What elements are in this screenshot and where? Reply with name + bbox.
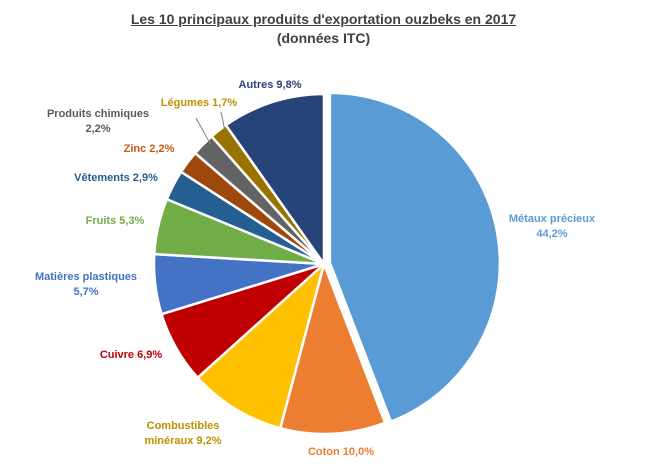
- data-label-combustibles-mineraux: Combustibles minéraux 9,2%: [144, 420, 221, 447]
- chart-title: Les 10 principaux produits d'exportation…: [130, 11, 517, 27]
- data-label-fruits: Fruits 5,3%: [86, 215, 145, 227]
- slice-metaux-precieux: [328, 91, 502, 424]
- leader-line-legumes: [220, 111, 226, 132]
- data-label-zinc: Zinc 2,2%: [124, 143, 175, 155]
- data-label-matieres-plastiques: Matières plastiques 5,7%: [35, 271, 137, 298]
- data-label-coton: Coton 10,0%: [308, 446, 374, 458]
- data-label-vetements: Vêtements 2,9%: [74, 172, 158, 184]
- data-label-cuivre: Cuivre 6,9%: [100, 349, 163, 361]
- slice-coton: [278, 259, 387, 436]
- slice-combustibles-mineraux: [195, 260, 327, 430]
- chart-subtitle: (données ITC): [276, 30, 371, 46]
- data-label-legumes: Légumes 1,7%: [161, 97, 238, 109]
- data-label-metaux-precieux: Métaux précieux 44,2%: [509, 213, 596, 240]
- data-label-autres: Autres 9,8%: [239, 79, 302, 91]
- chart-title-block: Les 10 principaux produits d'exportation…: [0, 10, 647, 48]
- leader-line-produits-chimiques: [195, 117, 212, 146]
- slice-autres: [224, 92, 326, 268]
- data-label-produits-chimiques: Produits chimiques 2,2%: [47, 108, 149, 135]
